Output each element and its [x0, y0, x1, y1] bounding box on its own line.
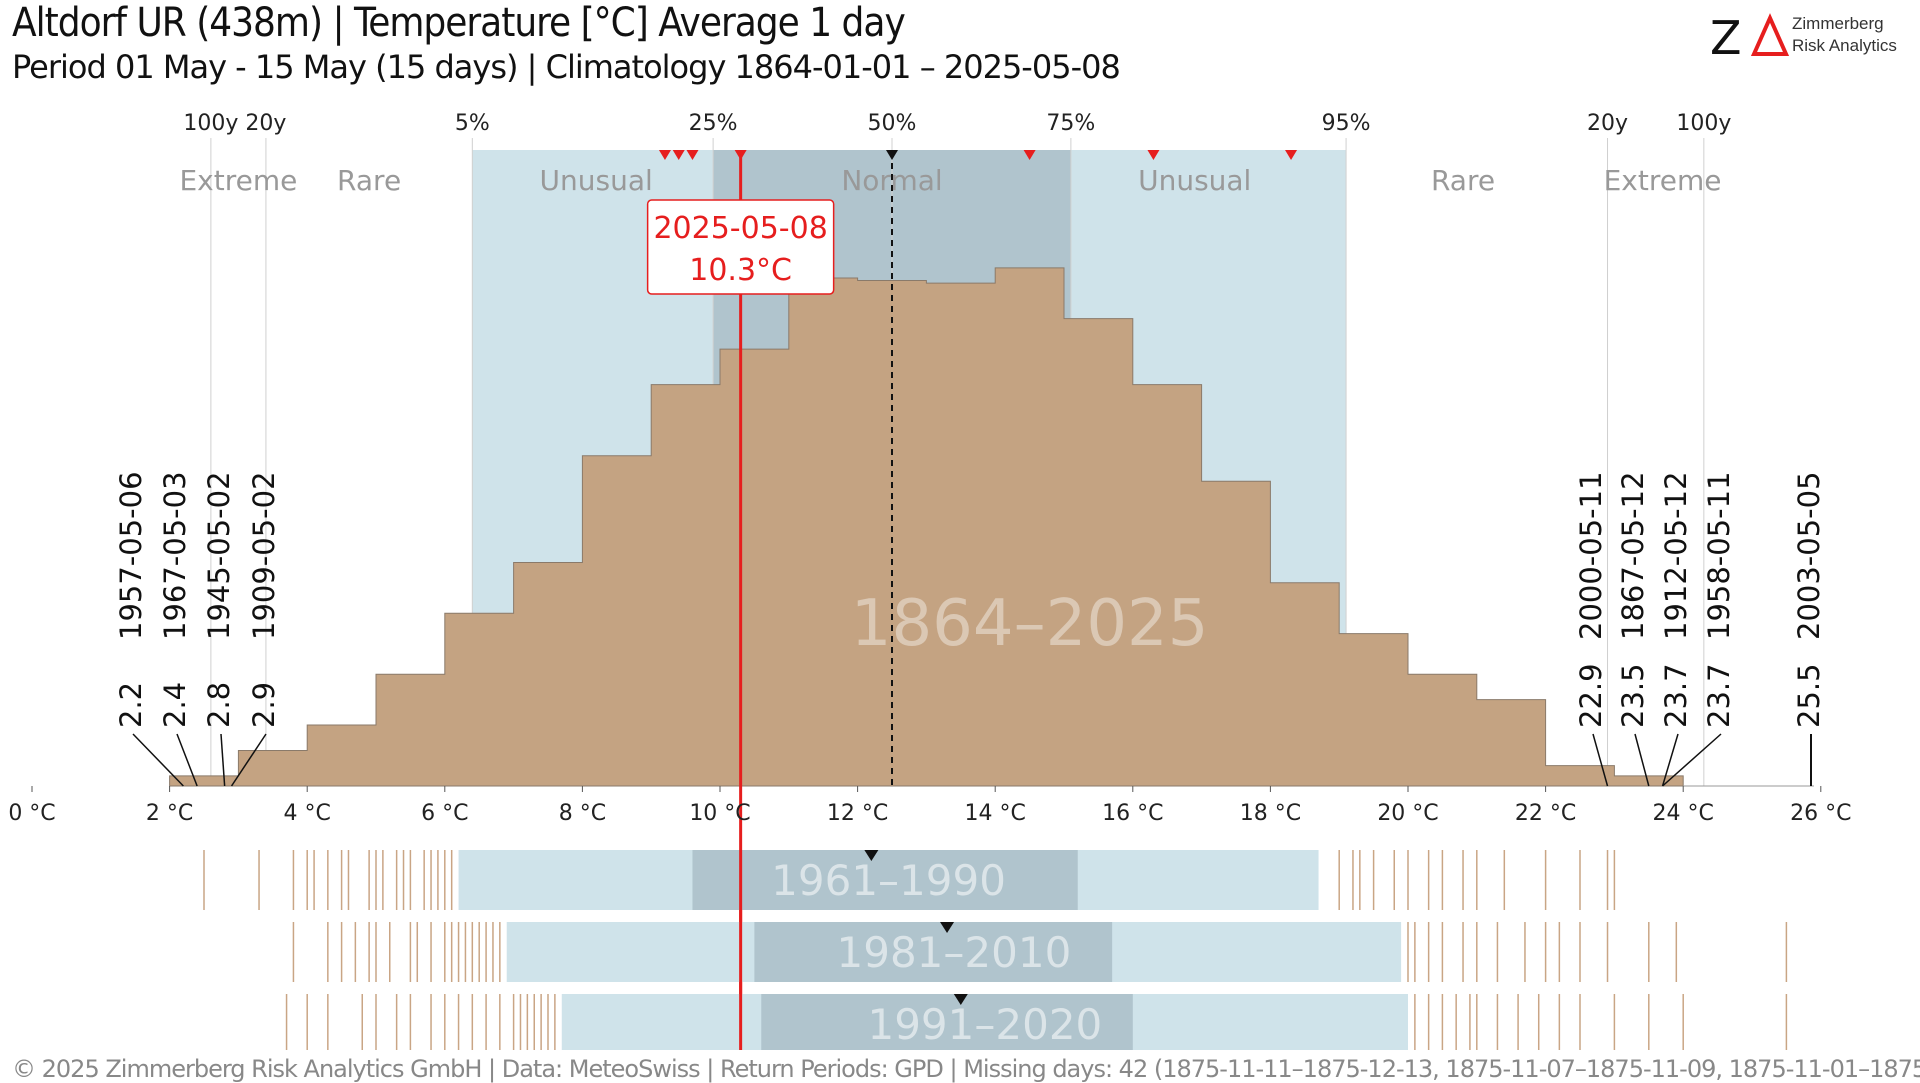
- percentile-label: 25%: [689, 111, 738, 136]
- x-axis-label: 2 °C: [146, 801, 193, 826]
- zone-label: Extreme: [1604, 164, 1722, 197]
- extreme-date-label: 1867-05-12: [1616, 471, 1650, 640]
- x-axis-label: 12 °C: [827, 801, 888, 826]
- x-axis-label: 4 °C: [284, 801, 331, 826]
- logo-line2: Risk Analytics: [1792, 36, 1897, 55]
- extreme-leader: [220, 733, 226, 787]
- histogram-bars: [169, 267, 1684, 787]
- extreme-date-label: 2000-05-11: [1574, 471, 1608, 640]
- strip-normal-band: [761, 994, 1133, 1050]
- x-axis-label: 8 °C: [559, 801, 606, 826]
- extreme-date-label: 1945-05-02: [202, 471, 236, 640]
- percentile-label: 75%: [1046, 111, 1095, 136]
- strip-median-marker: [864, 850, 879, 861]
- strip-normal-band: [754, 922, 1113, 982]
- zone-label: Unusual: [1138, 164, 1251, 197]
- company-logo: Z Zimmerberg Risk Analytics: [1710, 10, 1910, 62]
- percentile-label: 50%: [868, 111, 917, 136]
- zone-label: Extreme: [179, 164, 297, 197]
- strip-median-marker: [940, 922, 955, 933]
- period-watermark: 1864–2025: [851, 587, 1209, 661]
- extreme-date-label: 1909-05-02: [247, 471, 281, 640]
- x-axis-label: 16 °C: [1102, 801, 1163, 826]
- extreme-value-label: 23.5: [1616, 663, 1650, 728]
- current-date-label: 2025-05-08: [653, 211, 827, 246]
- climatology-chart: 100y 20y 5% 25% 50% 75% 95% 20y 100y Extreme Rare U…: [8, 111, 1851, 1050]
- logo-mark-icon: Z: [1710, 11, 1790, 62]
- zone-label: Rare: [337, 164, 401, 197]
- percentile-label: 95%: [1322, 111, 1371, 136]
- percentile-label: 100y: [183, 111, 238, 136]
- extreme-date-label: 2003-05-05: [1792, 471, 1826, 640]
- percentile-label: 5%: [455, 111, 490, 136]
- chart-subtitle: Period 01 May - 15 May (15 days) | Clima…: [12, 48, 1121, 86]
- strip-period-label: 1961–1990: [771, 856, 1006, 905]
- zone-label: Rare: [1431, 164, 1495, 197]
- extreme-leader: [132, 733, 184, 787]
- red-marker: [1147, 150, 1160, 160]
- current-value-label: 10.3°C: [689, 253, 792, 288]
- red-marker: [672, 150, 685, 160]
- extreme-date-label: 1957-05-06: [114, 471, 148, 640]
- extreme-value-label: 2.9: [247, 682, 281, 728]
- x-axis-label: 6 °C: [421, 801, 468, 826]
- extreme-date-label: 1967-05-03: [158, 471, 192, 640]
- x-axis-label: 20 °C: [1377, 801, 1438, 826]
- strip-period-label: 1991–2020: [867, 1000, 1102, 1049]
- zone-label: Unusual: [540, 164, 653, 197]
- chart-title: Altdorf UR (438m) | Temperature [°C] Ave…: [12, 0, 906, 46]
- x-axis-label: 0 °C: [8, 801, 55, 826]
- extreme-value-label: 2.4: [158, 682, 192, 728]
- current-label-box: [646, 199, 835, 295]
- strip-median-marker: [953, 994, 968, 1005]
- x-axis-label: 18 °C: [1240, 801, 1301, 826]
- extreme-leader: [1662, 733, 1722, 787]
- extreme-value-label: 2.2: [114, 682, 148, 728]
- x-axis-label: 22 °C: [1515, 801, 1576, 826]
- extreme-leader: [1592, 733, 1609, 787]
- extreme-value-label: 22.9: [1574, 663, 1608, 728]
- red-marker: [658, 150, 671, 160]
- extreme-value-label: 2.8: [202, 682, 236, 728]
- strip-normal-band: [692, 850, 1078, 910]
- extreme-leader: [230, 733, 267, 787]
- extreme-date-label: 1912-05-12: [1659, 471, 1693, 640]
- logo-z: Z: [1710, 11, 1742, 62]
- percentile-label: 20y: [1587, 111, 1628, 136]
- extreme-value-label: 25.5: [1792, 663, 1826, 728]
- strip-period-label: 1981–2010: [837, 928, 1072, 977]
- percentile-label: 100y: [1676, 111, 1731, 136]
- red-marker: [1285, 150, 1298, 160]
- x-axis-label: 10 °C: [689, 801, 750, 826]
- extreme-leader: [176, 733, 198, 787]
- extreme-leader: [1661, 733, 1679, 787]
- x-axis-label: 14 °C: [965, 801, 1026, 826]
- zone-label: Normal: [841, 164, 942, 197]
- red-marker: [1023, 150, 1036, 160]
- extreme-value-label: 23.7: [1702, 663, 1736, 728]
- x-axis-label: 26 °C: [1790, 801, 1851, 826]
- logo-line1: Zimmerberg: [1792, 14, 1884, 33]
- footer-credits: © 2025 Zimmerberg Risk Analytics GmbH | …: [12, 1055, 1920, 1083]
- extreme-leader: [1634, 733, 1650, 787]
- x-axis-label: 24 °C: [1653, 801, 1714, 826]
- extreme-value-label: 23.7: [1659, 663, 1693, 728]
- red-marker: [686, 150, 699, 160]
- median-marker: [886, 150, 898, 160]
- percentile-label: 20y: [245, 111, 286, 136]
- logo-delta: [1750, 13, 1790, 56]
- extreme-date-label: 1958-05-11: [1702, 471, 1736, 640]
